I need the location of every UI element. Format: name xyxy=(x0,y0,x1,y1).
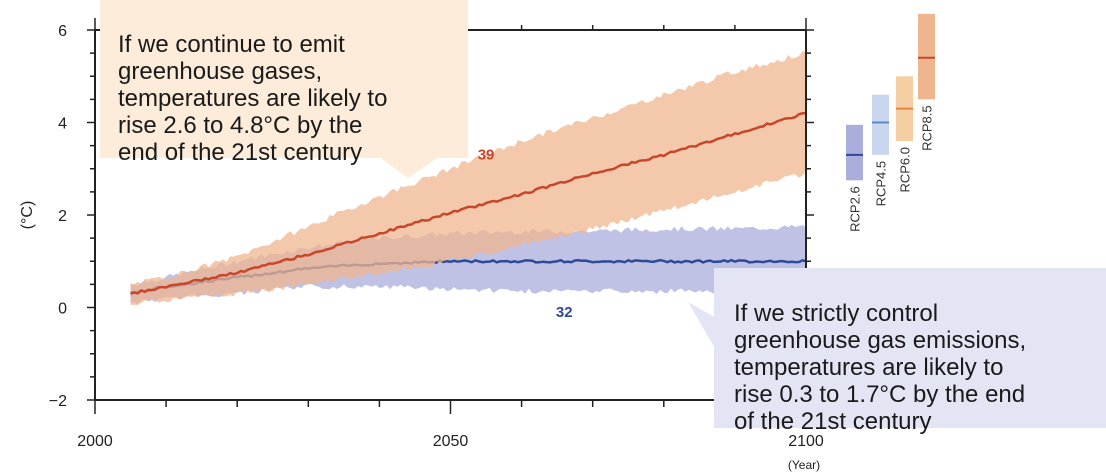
rcp-bar-rcp26 xyxy=(846,124,863,181)
high-emission-callout-text: If we continue to emit greenhouse gases,… xyxy=(118,31,388,166)
low-emission-callout-tail xyxy=(688,302,716,350)
y-tick-label: −2 xyxy=(49,393,67,410)
rcp-label-rcp45: RCP4.5 xyxy=(874,161,889,207)
y-tick-label: 2 xyxy=(58,208,67,225)
model-count-label: 39 xyxy=(478,147,495,164)
x-tick-label: 2050 xyxy=(433,433,469,450)
rcp-bar-rcp45 xyxy=(872,94,889,155)
rcp-bar-rcp85 xyxy=(918,13,935,100)
rcp-label-rcp85: RCP8.5 xyxy=(920,105,935,151)
x-tick-label: 2000 xyxy=(77,433,113,450)
y-tick-label: 4 xyxy=(58,116,67,133)
high-emission-callout: If we continue to emit greenhouse gases,… xyxy=(100,0,468,166)
band-rcp26 xyxy=(130,224,807,305)
x-axis-label: (Year) xyxy=(788,458,820,472)
callout-tails xyxy=(378,156,716,350)
high-emission-callout-tail xyxy=(378,156,440,178)
model-count-label: 32 xyxy=(556,304,573,321)
low-emission-callout-text: If we strictly control greenhouse gas em… xyxy=(734,300,1027,435)
y-axis-label: (°C) xyxy=(19,201,36,230)
rcp-range-bars: RCP2.6 RCP4.5 RCP6.0 RCP8.5 xyxy=(846,13,935,232)
y-tick-label: 6 xyxy=(58,23,67,40)
low-emission-callout: If we strictly control greenhouse gas em… xyxy=(714,268,1106,435)
plot-area: 39 32 xyxy=(130,51,807,321)
rcp-label-rcp26: RCP2.6 xyxy=(848,186,863,232)
y-tick-label: 0 xyxy=(58,301,67,318)
mean-line-rcp85 xyxy=(130,112,806,295)
rcp-label-rcp60: RCP6.0 xyxy=(898,147,913,193)
x-tick-label: 2100 xyxy=(788,433,824,450)
band-rcp85 xyxy=(130,51,807,306)
